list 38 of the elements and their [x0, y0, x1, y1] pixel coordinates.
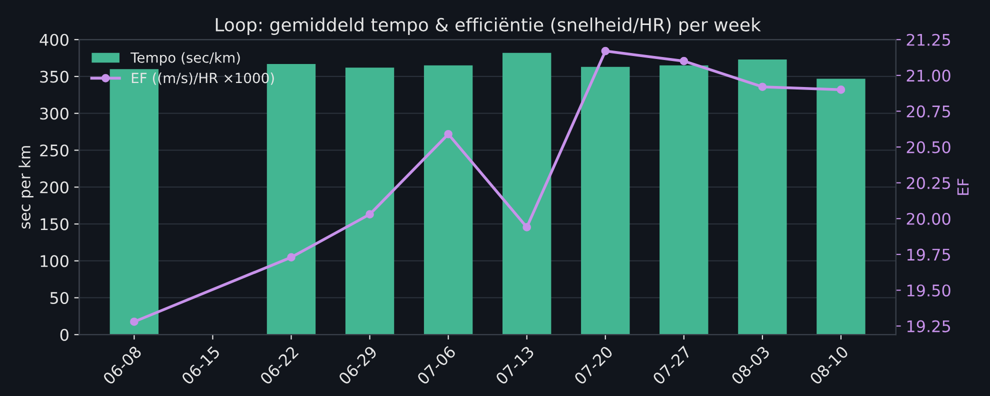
bar [738, 60, 787, 335]
point [287, 253, 296, 262]
bar [424, 65, 473, 335]
y2-tick-label: 21.25 [906, 34, 950, 46]
y-tick-label: 50 [50, 292, 68, 304]
y-tick-label: 250 [40, 144, 68, 157]
bar [502, 52, 552, 335]
point [130, 318, 138, 326]
bar [816, 78, 866, 335]
bar [660, 65, 708, 335]
y-tick-label: 400 [40, 34, 68, 46]
y-tick-label: 200 [40, 181, 68, 194]
y2-tick-label: 20.50 [906, 141, 950, 154]
y2-axis-title: EF [957, 178, 969, 195]
point [522, 223, 532, 232]
y-tick-label: 350 [40, 70, 68, 83]
y-tick-label: 300 [40, 108, 68, 120]
y2-tick-label: 19.25 [907, 320, 950, 332]
y2-tick-label: 20.25 [906, 177, 950, 190]
point [601, 46, 610, 56]
bar [581, 66, 630, 335]
y2-tick-label: 20.00 [906, 212, 950, 225]
y2-tick-label: 21.00 [906, 70, 950, 82]
chart-title: Loop: gemiddeld tempo & efficiëntie (snelheid/HR) per week [216, 18, 761, 36]
y-tick-label: 0 [60, 328, 68, 341]
y2-tick-label: 20.75 [906, 105, 950, 118]
y-axis-title: sec per km [18, 146, 34, 229]
point [366, 210, 374, 218]
y2-tick-label: 19.75 [907, 248, 950, 261]
y2-tick-label: 19.50 [907, 284, 950, 297]
legend-label: Tempo (sec/km) [130, 52, 240, 66]
point [836, 86, 846, 94]
point [758, 82, 767, 92]
bar [345, 68, 394, 335]
point [444, 130, 452, 138]
y-tick-label: 150 [40, 218, 68, 230]
y-tick-label: 100 [40, 255, 68, 268]
point [680, 56, 688, 66]
